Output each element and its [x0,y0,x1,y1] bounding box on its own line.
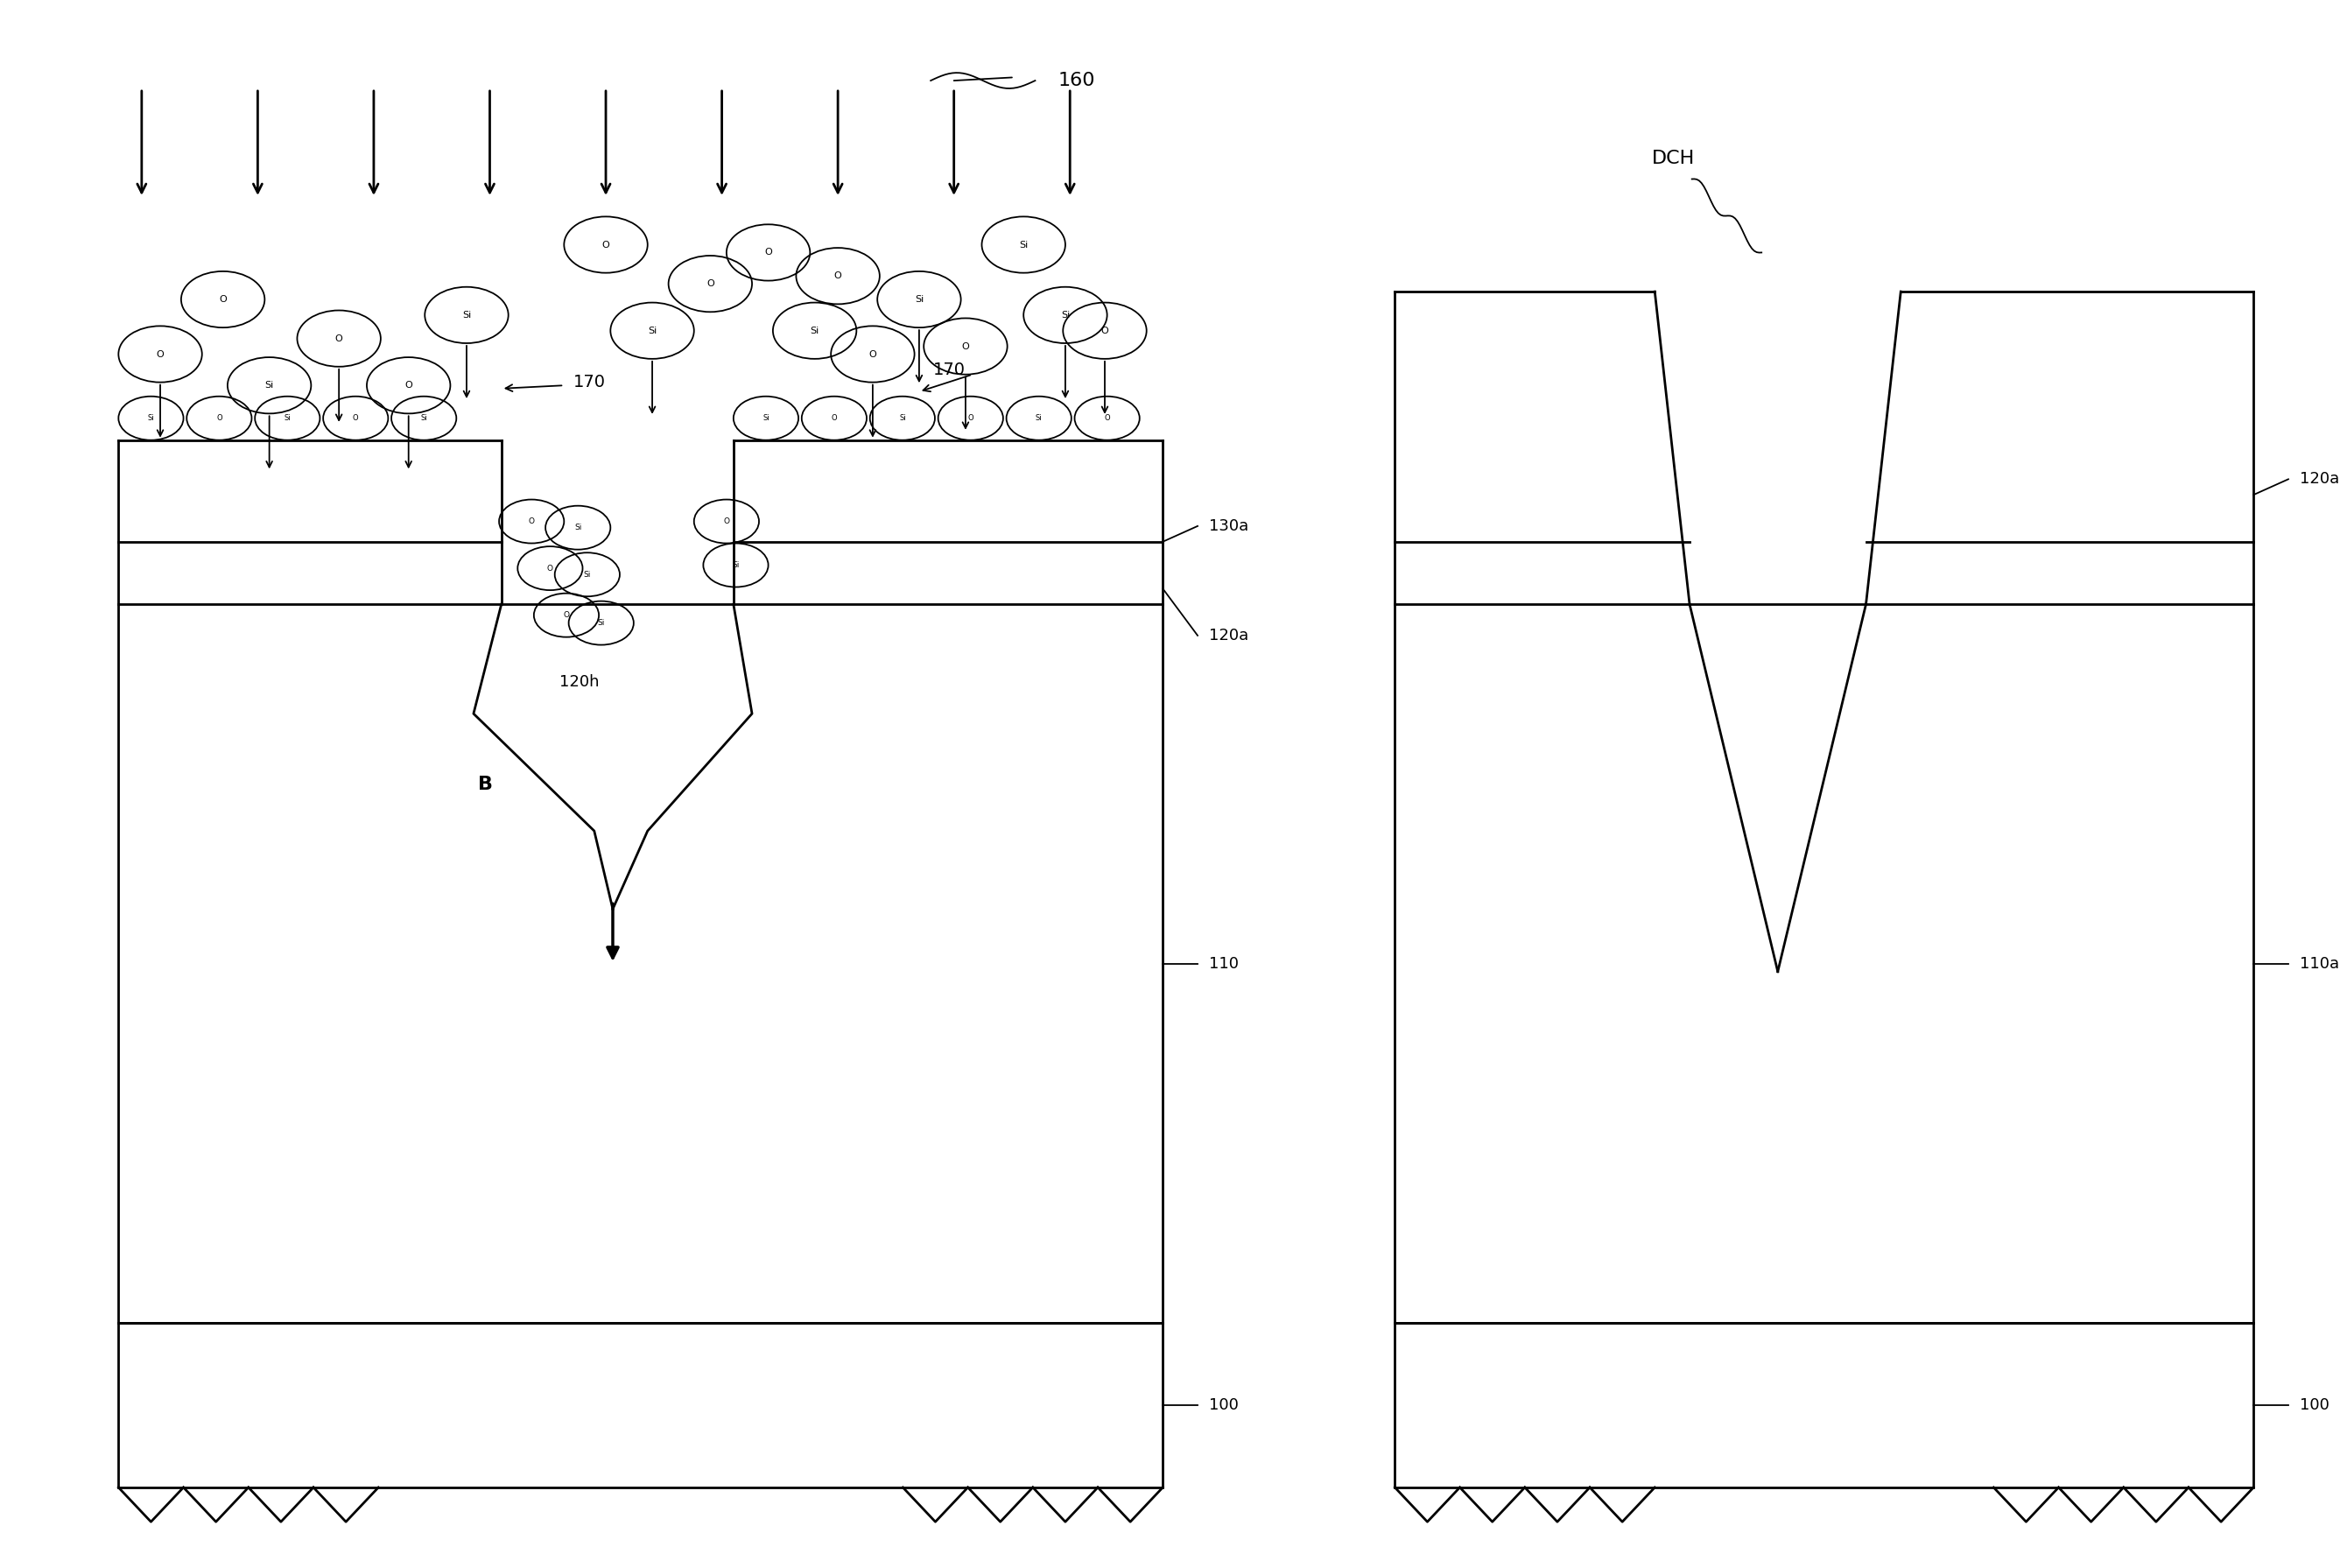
Text: O: O [352,414,359,422]
Text: O: O [528,517,535,525]
Text: O: O [833,271,843,281]
Text: Si: Si [148,414,155,422]
Text: O: O [404,381,413,390]
Text: B: B [479,775,493,793]
Text: Si: Si [265,381,275,390]
Bar [1394,1323,2253,1488]
Text: Si: Si [915,295,925,304]
Text: O: O [157,350,164,359]
Text: O: O [962,342,969,351]
Text: O: O [336,334,343,343]
Text: Si: Si [810,326,819,336]
Text: 120h: 120h [559,674,598,690]
Text: O: O [831,414,838,422]
Text: O: O [563,612,570,619]
Text: O: O [723,517,730,525]
Text: 100: 100 [1209,1397,1239,1413]
Text: Si: Si [284,414,291,422]
Text: O: O [1103,414,1110,422]
Text: 170: 170 [934,362,965,378]
Text: 120a: 120a [2300,472,2340,488]
Text: 160: 160 [1058,72,1096,89]
Text: Si: Si [648,326,657,336]
Text: O: O [868,350,875,359]
Text: 170: 170 [573,373,606,390]
Text: Si: Si [420,414,427,422]
Text: DCH: DCH [1652,151,1695,168]
Text: 110: 110 [1209,956,1239,972]
Text: O: O [765,248,772,257]
Text: Si: Si [598,619,606,627]
Text: Si: Si [732,561,739,569]
Text: Si: Si [1061,310,1070,320]
Text: Si: Si [763,414,770,422]
Text: Si: Si [1035,414,1042,422]
Text: 100: 100 [2300,1397,2331,1413]
Text: O: O [706,279,713,289]
Text: Si: Si [584,571,591,579]
Text: Si: Si [462,310,472,320]
Text: 110a: 110a [2300,956,2340,972]
Text: O: O [218,295,228,304]
Text: O: O [601,240,610,249]
Text: O: O [547,564,554,572]
Text: O: O [216,414,223,422]
Text: 130a: 130a [1209,517,1249,535]
Text: O: O [1101,326,1108,336]
Text: Si: Si [575,524,582,532]
Text: O: O [967,414,974,422]
Text: Si: Si [899,414,906,422]
Bar [117,1323,1162,1488]
Text: Si: Si [1019,240,1028,249]
Text: 120a: 120a [1209,627,1249,643]
